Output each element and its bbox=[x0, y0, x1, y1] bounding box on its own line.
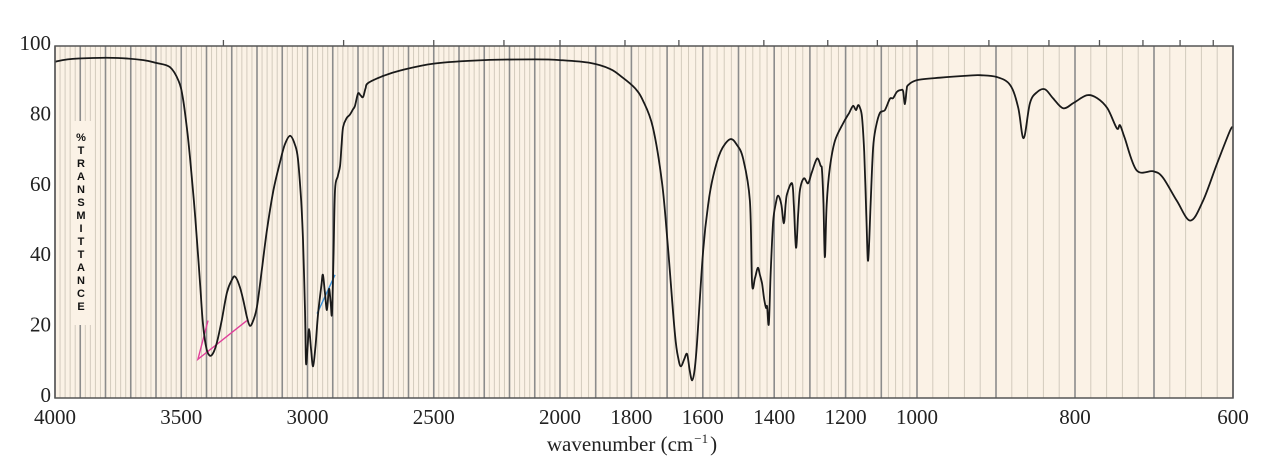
x-axis-label-text: wavenumber (cm bbox=[546, 432, 694, 456]
y-axis-label-letter: M bbox=[76, 210, 86, 222]
y-tick-labels: 0 20 40 60 80 100 bbox=[20, 31, 52, 407]
spectrum-line bbox=[54, 56, 1234, 382]
y-axis-label-letter: A bbox=[77, 171, 85, 183]
y-axis-label-letter: T bbox=[77, 145, 85, 157]
y-axis-label-letter: R bbox=[77, 158, 85, 170]
y-tick-label: 100 bbox=[20, 31, 52, 55]
x-tick-label: 1800 bbox=[610, 405, 652, 429]
x-tick-label: 2000 bbox=[539, 405, 581, 429]
x-tick-label: 1000 bbox=[896, 405, 938, 429]
x-tick-label: 1400 bbox=[753, 405, 795, 429]
x-tick-label: 2500 bbox=[413, 405, 455, 429]
x-tick-label: 1600 bbox=[682, 405, 724, 429]
x-tick-label: 600 bbox=[1217, 405, 1249, 429]
y-axis-label-letter: E bbox=[77, 301, 85, 313]
y-axis-label-letter: N bbox=[77, 184, 85, 196]
annotation-line-blue bbox=[316, 274, 336, 314]
y-axis-label-letter: I bbox=[79, 223, 83, 235]
y-tick-label: 80 bbox=[30, 101, 51, 125]
y-axis-label-letter: C bbox=[77, 288, 85, 300]
y-tick-label: 0 bbox=[41, 383, 52, 407]
y-axis-label: % T R A N S M I T T A N C E bbox=[71, 121, 91, 325]
x-tick-labels: 4000 3500 3000 2500 2000 1800 1600 1400 1200 1000… bbox=[34, 405, 1249, 429]
y-axis-label-letter: T bbox=[77, 249, 85, 261]
grid bbox=[54, 46, 1234, 398]
y-axis-label-letter: S bbox=[77, 197, 85, 209]
y-axis-label-letter: % bbox=[76, 132, 86, 144]
y-tick-label: 60 bbox=[30, 172, 51, 196]
x-tick-label: 3000 bbox=[287, 405, 329, 429]
x-tick-label: 3500 bbox=[160, 405, 202, 429]
y-axis-label-letter: N bbox=[77, 275, 85, 287]
x-tick-label: 1200 bbox=[825, 405, 867, 429]
y-axis-label-letter: T bbox=[77, 236, 85, 248]
y-tick-label: 20 bbox=[30, 313, 51, 337]
x-tick-label: 800 bbox=[1059, 405, 1091, 429]
y-axis-label-letter: A bbox=[77, 262, 85, 274]
y-tick-label: 40 bbox=[30, 242, 51, 266]
plot-frame bbox=[54, 45, 1234, 399]
x-axis-label-superscript: −1 bbox=[694, 431, 709, 446]
x-axis-label-close: ) bbox=[710, 432, 718, 456]
top-axis-ticks bbox=[222, 40, 1214, 46]
x-axis-label: wavenumber (cm−1) bbox=[0, 432, 1276, 456]
x-tick-label: 4000 bbox=[34, 405, 76, 429]
